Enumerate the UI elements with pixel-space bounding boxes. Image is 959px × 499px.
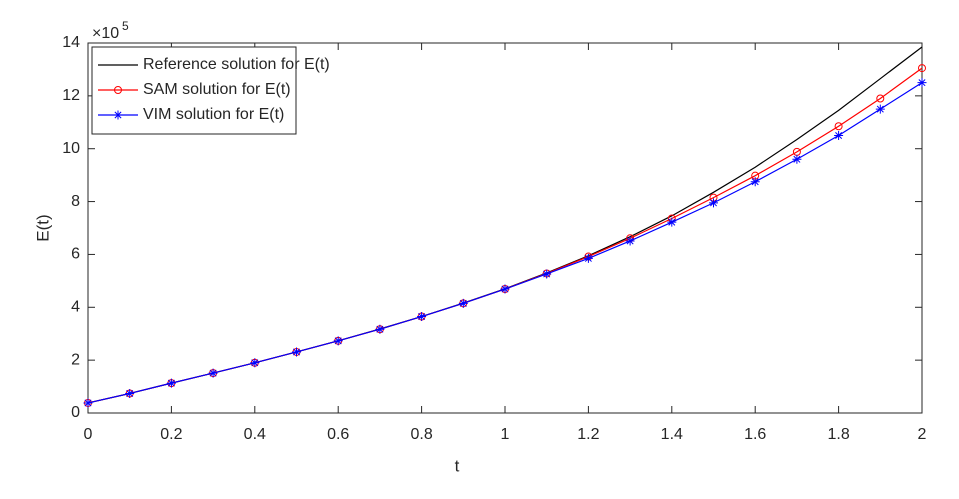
marker (417, 312, 427, 322)
x-tick-label: 0.2 (160, 426, 182, 443)
marker (250, 358, 260, 368)
x-tick-label: 0.8 (410, 426, 432, 443)
y-tick-label: 0 (71, 404, 80, 421)
marker (83, 398, 93, 408)
legend-label: SAM solution for E(t) (143, 81, 291, 98)
x-tick-label: 0 (84, 426, 93, 443)
x-tick-label: 0.4 (244, 426, 266, 443)
x-tick-label: 1.4 (661, 426, 683, 443)
legend: Reference solution for E(t) SAM solution … (91, 46, 330, 135)
marker (750, 177, 760, 187)
marker (625, 236, 635, 246)
y-tick-label: 2 (71, 351, 80, 368)
y-axis-label: E(t) (33, 214, 52, 241)
y-multiplier: ×10 (92, 25, 119, 42)
marker (834, 122, 843, 131)
marker (500, 284, 510, 294)
marker (208, 368, 218, 378)
marker (834, 131, 844, 140)
x-tick-label: 1.8 (827, 426, 849, 443)
y-tick-label: 8 (71, 193, 80, 210)
legend-label: VIM solution for E(t) (143, 106, 284, 123)
y-multiplier-exponent: 5 (122, 19, 129, 33)
x-tick-label: 1 (501, 426, 510, 443)
y-tick-label: 12 (62, 87, 80, 104)
marker (667, 217, 677, 227)
x-tick-label: 1.6 (744, 426, 766, 443)
marker (583, 253, 593, 263)
marker (458, 298, 468, 308)
y-tick-label: 4 (71, 299, 80, 316)
marker (875, 104, 885, 114)
marker (333, 336, 343, 346)
marker (792, 154, 802, 164)
marker (542, 269, 552, 279)
x-axis-label: t (455, 456, 460, 475)
marker (876, 94, 885, 103)
marker (918, 64, 926, 73)
marker (125, 388, 135, 398)
marker (292, 347, 301, 357)
marker (917, 78, 927, 88)
marker (166, 378, 176, 388)
legend-label: Reference solution for E(t) (143, 56, 330, 73)
y-tick-label: 10 (62, 140, 80, 157)
marker (709, 198, 718, 208)
marker (375, 324, 385, 334)
y-tick-label: 14 (62, 34, 80, 51)
marker (113, 110, 123, 120)
x-tick-label: 0.6 (327, 426, 349, 443)
y-tick-label: 6 (71, 246, 80, 263)
x-tick-label: 2 (918, 426, 927, 443)
x-tick-label: 1.2 (577, 426, 599, 443)
marker (114, 86, 122, 94)
